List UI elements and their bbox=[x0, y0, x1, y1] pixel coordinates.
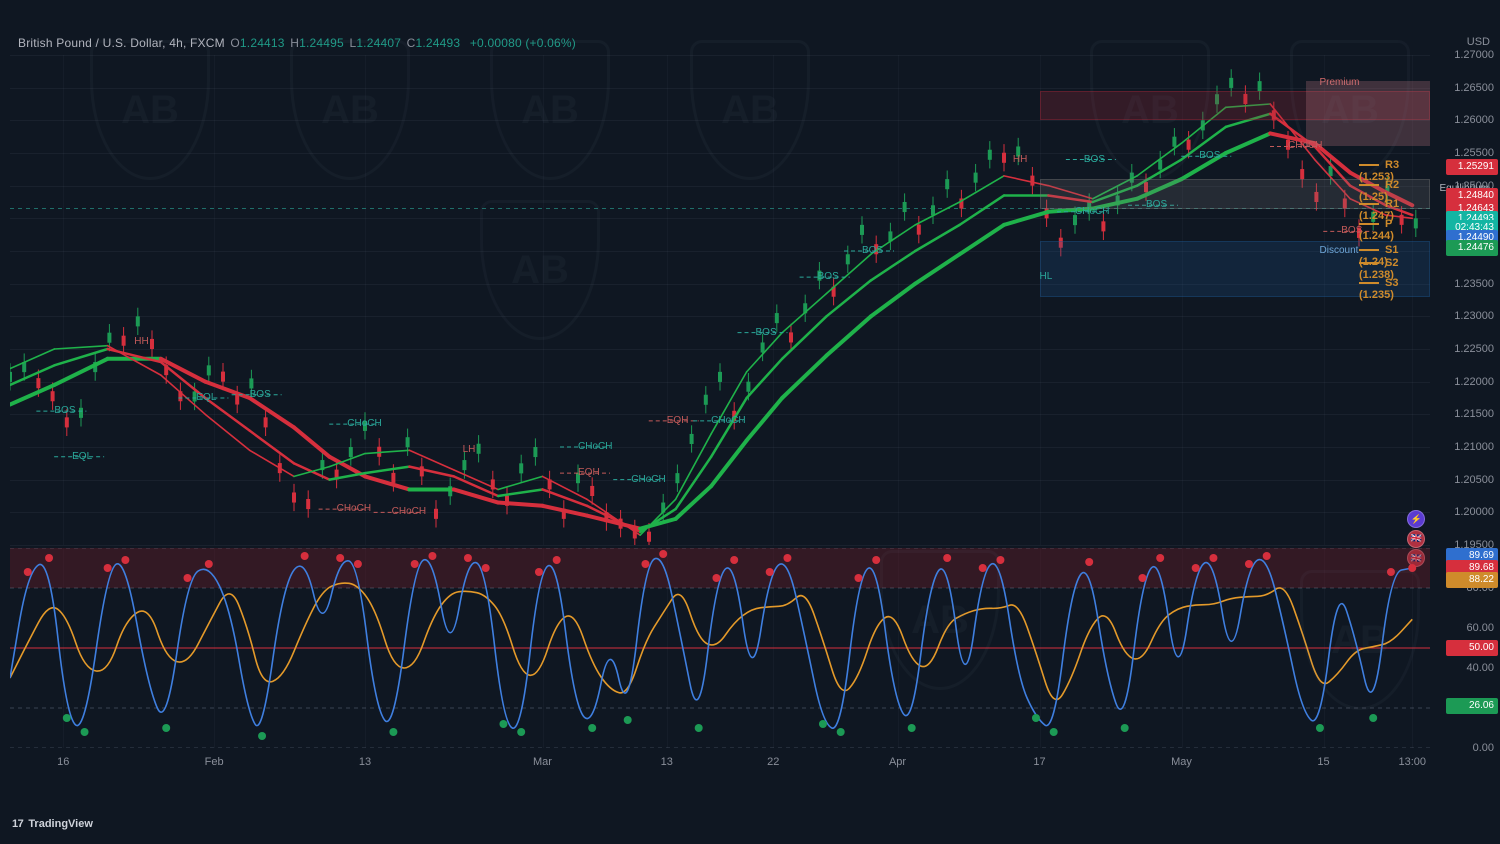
time-tick: May bbox=[1171, 756, 1192, 768]
time-axis[interactable]: 16Feb13Mar1322Apr17May1513:00Jun bbox=[10, 750, 1430, 778]
structure-label: HH bbox=[1013, 154, 1027, 165]
structure-label: EQL bbox=[72, 451, 92, 462]
price-tick: 1.21500 bbox=[1454, 408, 1494, 420]
structure-label: BOS bbox=[1341, 225, 1362, 236]
pivot-level: P (1.244) bbox=[1359, 218, 1430, 242]
structure-label: BOS bbox=[1146, 199, 1167, 210]
structure-label: CHoCH bbox=[711, 415, 745, 426]
osc-tag: 88.22 bbox=[1446, 572, 1498, 588]
ohlc-change: +0.00080 (+0.06%) bbox=[470, 36, 576, 50]
brand-footer: 17 TradingView bbox=[12, 818, 93, 830]
time-tick: Mar bbox=[533, 756, 552, 768]
time-tick: 16 bbox=[57, 756, 69, 768]
structure-label: BOS bbox=[862, 245, 883, 256]
price-tick: 1.20000 bbox=[1454, 506, 1494, 518]
osc-tick: 0.00 bbox=[1473, 742, 1494, 754]
structure-label: LH bbox=[463, 444, 476, 455]
lightning-icon[interactable]: ⚡ bbox=[1407, 510, 1425, 528]
structure-label: HL bbox=[1040, 271, 1053, 282]
structure-label: EQH bbox=[578, 467, 600, 478]
time-tick: 15 bbox=[1317, 756, 1329, 768]
flag-icon[interactable]: 🇬🇧 bbox=[1407, 530, 1425, 548]
structure-label: EQL bbox=[196, 392, 216, 403]
structure-label: CHoCH bbox=[337, 503, 371, 514]
structure-label: BOS bbox=[1084, 154, 1105, 165]
structure-label: CHoCH bbox=[347, 418, 381, 429]
structure-label: BOS bbox=[250, 389, 271, 400]
time-tick: 22 bbox=[767, 756, 779, 768]
ohlc-high: 1.24495 bbox=[299, 36, 344, 50]
price-tick: 1.23500 bbox=[1454, 278, 1494, 290]
structure-label: CHoCH bbox=[578, 441, 612, 452]
oscillator-pane[interactable] bbox=[10, 548, 1430, 748]
price-tick: 1.21000 bbox=[1454, 441, 1494, 453]
price-tick: 1.23000 bbox=[1454, 310, 1494, 322]
structure-label: BOS bbox=[756, 327, 777, 338]
symbol-title[interactable]: British Pound / U.S. Dollar, 4h, FXCM bbox=[18, 36, 225, 50]
tv-logo-icon: 17 bbox=[12, 818, 23, 830]
price-tag: 1.24476 bbox=[1446, 240, 1498, 256]
price-tick: 1.22000 bbox=[1454, 376, 1494, 388]
price-tick: 1.27000 bbox=[1454, 49, 1494, 61]
symbol-header: British Pound / U.S. Dollar, 4h, FXCM O1… bbox=[18, 36, 576, 50]
price-tag: 1.25291 bbox=[1446, 159, 1498, 175]
time-tick: 17 bbox=[1033, 756, 1045, 768]
time-tick: Apr bbox=[889, 756, 906, 768]
structure-label: CHoCH bbox=[631, 474, 665, 485]
osc-tag: 50.00 bbox=[1446, 640, 1498, 656]
price-y-axis[interactable]: 1.195001.200001.205001.210001.215001.220… bbox=[1430, 55, 1500, 545]
structure-label: CHoCH bbox=[1288, 140, 1322, 151]
structure-label: CHoCH bbox=[392, 506, 426, 517]
osc-tick: 60.00 bbox=[1466, 622, 1494, 634]
osc-tag: 26.06 bbox=[1446, 698, 1498, 714]
brand-name: TradingView bbox=[28, 818, 93, 830]
pivot-level: S3 (1.235) bbox=[1359, 277, 1430, 301]
structure-label: BOS bbox=[818, 271, 839, 282]
price-tick: 1.26500 bbox=[1454, 82, 1494, 94]
ohlc-open: 1.24413 bbox=[240, 36, 285, 50]
price-tick: 1.25500 bbox=[1454, 147, 1494, 159]
trading-chart-app: { "header": { "symbol": "British Pound /… bbox=[0, 0, 1500, 844]
oscillator-y-axis[interactable]: 0.0020.0040.0060.0080.0089.6989.6888.225… bbox=[1430, 548, 1500, 748]
time-tick: 13:00 bbox=[1398, 756, 1426, 768]
ohlc-close: 1.24493 bbox=[416, 36, 461, 50]
structure-label: BOS bbox=[1199, 150, 1220, 161]
price-tick: 1.26000 bbox=[1454, 114, 1494, 126]
price-chart-pane[interactable]: PremiumWeak HighEquilibriumDiscountR3 (1… bbox=[10, 55, 1430, 545]
time-tick: 13 bbox=[661, 756, 673, 768]
structure-label: CHoCH bbox=[1075, 206, 1109, 217]
time-tick: Feb bbox=[205, 756, 224, 768]
osc-tick: 40.00 bbox=[1466, 662, 1494, 674]
zone-label: Discount bbox=[1320, 245, 1359, 256]
price-unit: USD bbox=[1467, 36, 1490, 48]
price-tick: 1.20500 bbox=[1454, 474, 1494, 486]
ohlc-low: 1.24407 bbox=[356, 36, 401, 50]
time-tick: 13 bbox=[359, 756, 371, 768]
structure-label: BOS bbox=[54, 405, 75, 416]
structure-label: EQH bbox=[667, 415, 689, 426]
price-tick: 1.22500 bbox=[1454, 343, 1494, 355]
structure-label: HH bbox=[134, 336, 148, 347]
